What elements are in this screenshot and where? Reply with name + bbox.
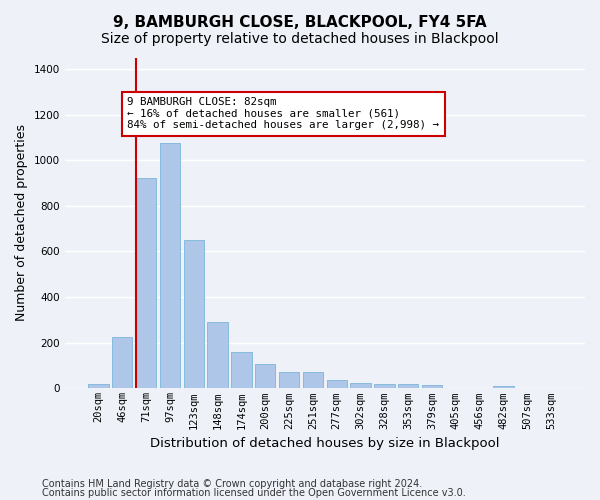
X-axis label: Distribution of detached houses by size in Blackpool: Distribution of detached houses by size … [150,437,500,450]
Bar [184,240,204,388]
Bar [255,364,275,388]
Text: 9, BAMBURGH CLOSE, BLACKPOOL, FY4 5FA: 9, BAMBURGH CLOSE, BLACKPOOL, FY4 5FA [113,15,487,30]
Text: Contains HM Land Registry data © Crown copyright and database right 2024.: Contains HM Land Registry data © Crown c… [42,479,422,489]
Y-axis label: Number of detached properties: Number of detached properties [15,124,28,322]
Bar [350,382,371,388]
Bar [136,178,156,388]
Bar [279,372,299,388]
Bar [398,384,418,388]
Bar [88,384,109,388]
Bar [160,143,180,388]
Text: Size of property relative to detached houses in Blackpool: Size of property relative to detached ho… [101,32,499,46]
Bar [422,385,442,388]
Bar [303,372,323,388]
Bar [374,384,395,388]
Bar [231,352,251,388]
Bar [208,322,228,388]
Text: 9 BAMBURGH CLOSE: 82sqm
← 16% of detached houses are smaller (561)
84% of semi-d: 9 BAMBURGH CLOSE: 82sqm ← 16% of detache… [127,97,439,130]
Bar [493,386,514,388]
Bar [112,337,133,388]
Bar [326,380,347,388]
Text: Contains public sector information licensed under the Open Government Licence v3: Contains public sector information licen… [42,488,466,498]
